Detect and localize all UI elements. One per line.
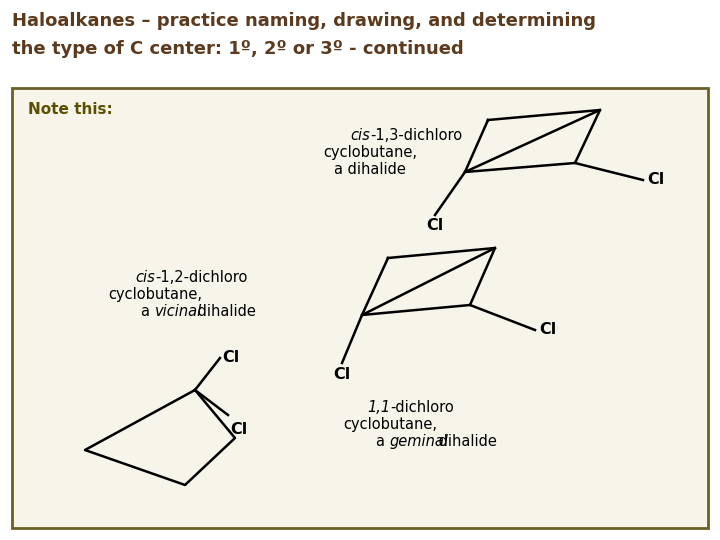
Text: Cl: Cl <box>333 367 351 382</box>
Text: -dichloro: -dichloro <box>390 400 454 415</box>
FancyBboxPatch shape <box>12 88 708 528</box>
Text: Cl: Cl <box>230 422 247 437</box>
Text: cyclobutane,: cyclobutane, <box>108 287 202 302</box>
Text: Cl: Cl <box>222 350 239 366</box>
Text: geminal: geminal <box>390 434 449 449</box>
Text: a: a <box>141 304 155 319</box>
Text: a: a <box>377 434 390 449</box>
Text: Cl: Cl <box>647 172 665 187</box>
Text: dihalide: dihalide <box>434 434 497 449</box>
Text: Cl: Cl <box>539 322 557 338</box>
Text: cis: cis <box>350 128 370 143</box>
Text: Haloalkanes – practice naming, drawing, and determining: Haloalkanes – practice naming, drawing, … <box>12 12 596 30</box>
Text: dihalide: dihalide <box>193 304 256 319</box>
Text: cyclobutane,: cyclobutane, <box>323 145 417 160</box>
Text: -1,3-dichloro: -1,3-dichloro <box>370 128 462 143</box>
Text: a dihalide: a dihalide <box>334 162 406 177</box>
Text: cyclobutane,: cyclobutane, <box>343 417 437 432</box>
Text: the type of C center: 1º, 2º or 3º - continued: the type of C center: 1º, 2º or 3º - con… <box>12 40 464 58</box>
Text: 1,1: 1,1 <box>367 400 390 415</box>
Text: vicinal: vicinal <box>155 304 202 319</box>
Text: Cl: Cl <box>426 218 444 233</box>
Text: cis: cis <box>135 270 155 285</box>
Text: Note this:: Note this: <box>28 102 113 117</box>
Bar <box>0 0 720 90</box>
Text: -1,2-dichloro: -1,2-dichloro <box>155 270 248 285</box>
